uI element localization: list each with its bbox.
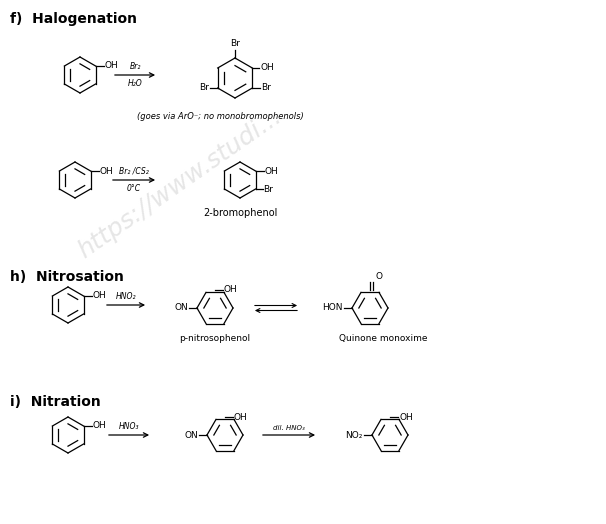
Text: H₂O: H₂O bbox=[128, 79, 142, 88]
Text: (goes via ArO⁻; no monobromophenols): (goes via ArO⁻; no monobromophenols) bbox=[136, 112, 304, 121]
Text: Br: Br bbox=[230, 39, 240, 48]
Text: Br: Br bbox=[199, 83, 208, 93]
Text: OH: OH bbox=[105, 60, 118, 70]
Text: OH: OH bbox=[261, 63, 274, 72]
Text: h)  Nitrosation: h) Nitrosation bbox=[10, 270, 124, 284]
Text: OH: OH bbox=[265, 167, 278, 176]
Text: HON: HON bbox=[322, 303, 343, 312]
Text: ON: ON bbox=[175, 303, 188, 312]
Text: NO₂: NO₂ bbox=[345, 431, 363, 440]
Text: OH: OH bbox=[93, 291, 106, 300]
Text: O: O bbox=[375, 272, 382, 281]
Text: f)  Halogenation: f) Halogenation bbox=[10, 12, 137, 26]
Text: Br₂ /CS₂: Br₂ /CS₂ bbox=[119, 167, 149, 176]
Text: i)  Nitration: i) Nitration bbox=[10, 395, 101, 409]
Text: ON: ON bbox=[184, 431, 198, 440]
Text: Br: Br bbox=[261, 83, 271, 93]
Text: OH: OH bbox=[399, 412, 413, 421]
Text: HNO₂: HNO₂ bbox=[116, 292, 136, 301]
Text: 0°C: 0°C bbox=[127, 184, 141, 193]
Text: https://www.studi...: https://www.studi... bbox=[74, 105, 286, 264]
Text: OH: OH bbox=[93, 421, 106, 431]
Text: OH: OH bbox=[224, 286, 238, 294]
Text: Quinone monoxime: Quinone monoxime bbox=[339, 334, 427, 343]
Text: Br₂: Br₂ bbox=[129, 62, 141, 71]
Text: dil. HNO₃: dil. HNO₃ bbox=[273, 425, 305, 431]
Text: HNO₃: HNO₃ bbox=[119, 422, 139, 431]
Text: 2-bromophenol: 2-bromophenol bbox=[203, 208, 277, 218]
Text: Br: Br bbox=[264, 184, 273, 193]
Text: OH: OH bbox=[234, 412, 248, 421]
Text: OH: OH bbox=[99, 167, 113, 176]
Text: p-nitrosophenol: p-nitrosophenol bbox=[179, 334, 250, 343]
